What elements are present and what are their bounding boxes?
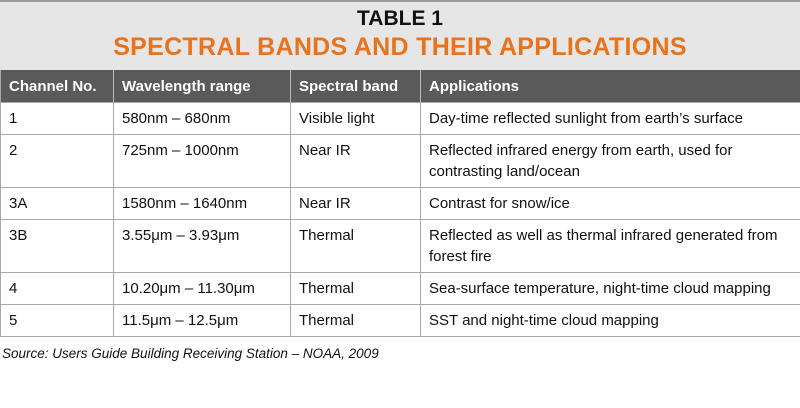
table-cell: Near IR xyxy=(290,134,421,188)
table-cell: SST and night-time cloud mapping xyxy=(420,304,800,337)
column-header: Spectral band xyxy=(290,70,421,103)
table-cell: Near IR xyxy=(290,187,421,220)
table-cell: Sea-surface temperature, night-time clou… xyxy=(420,272,800,305)
table-row: 3B 3.55μm – 3.93μm Thermal Reflected as wel… xyxy=(0,219,800,273)
table-cell: Contrast for snow/ice xyxy=(420,187,800,220)
table-row: 5 11.5μm – 12.5μm Thermal SST and night-tim… xyxy=(0,304,800,337)
header-row: Channel No. Wavelength range Spectral band… xyxy=(0,70,800,103)
table-cell: 3A xyxy=(0,187,114,220)
table-cell: Thermal xyxy=(290,304,421,337)
table-cell: 5 xyxy=(0,304,114,337)
table-cell: 1 xyxy=(0,102,114,135)
table-cell: 3.55μm – 3.93μm xyxy=(113,219,291,273)
table-row: 2 725nm – 1000nm Near IR Reflected infrared… xyxy=(0,134,800,188)
table-cell: Thermal xyxy=(290,272,421,305)
table-header: TABLE 1 SPECTRAL BANDS AND THEIR APPLICA… xyxy=(0,0,800,70)
table-row: 1 580nm – 680nm Visible light Day-time refl… xyxy=(0,102,800,135)
table-cell: Visible light xyxy=(290,102,421,135)
table-title: TABLE 1 xyxy=(357,7,443,30)
table-cell: 2 xyxy=(0,134,114,188)
table-cell: 4 xyxy=(0,272,114,305)
table-cell: 3B xyxy=(0,219,114,273)
table-cell: 580nm – 680nm xyxy=(113,102,291,135)
source-note: Source: Users Guide Building Receiving S… xyxy=(2,346,379,361)
table-body: 1 580nm – 680nm Visible light Day-time refl… xyxy=(0,102,800,337)
table-cell: Thermal xyxy=(290,219,421,273)
column-header: Wavelength range xyxy=(113,70,291,103)
table-cell: Day-time reflected sunlight from earth’s… xyxy=(420,102,800,135)
table-subtitle: SPECTRAL BANDS AND THEIR APPLICATIONS xyxy=(113,33,687,61)
table-row: 3A 1580nm – 1640nm Near IR Contrast for sno… xyxy=(0,187,800,220)
table-cell: 11.5μm – 12.5μm xyxy=(113,304,291,337)
table-cell: Reflected infrared energy from earth, us… xyxy=(420,134,800,188)
table-cell: 725nm – 1000nm xyxy=(113,134,291,188)
column-header: Applications xyxy=(420,70,800,103)
table: Channel No. Wavelength range Spectral band… xyxy=(0,70,800,337)
column-header: Channel No. xyxy=(0,70,114,103)
table-cell: 10.20μm – 11.30μm xyxy=(113,272,291,305)
table-cell: 1580nm – 1640nm xyxy=(113,187,291,220)
table-row: 4 10.20μm – 11.30μm Thermal Sea-surface tem… xyxy=(0,272,800,305)
table-cell: Reflected as well as thermal infrared ge… xyxy=(420,219,800,273)
